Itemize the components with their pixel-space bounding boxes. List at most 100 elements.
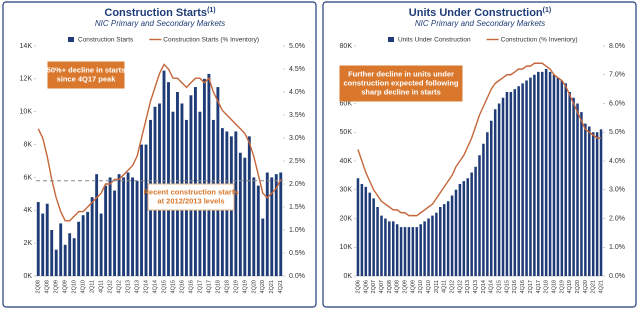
y2-tick-label: 0.5% xyxy=(289,250,305,257)
bar xyxy=(391,221,395,276)
x-tick-label: 2Q13 xyxy=(126,280,132,293)
annotation-text: Recent construction starts xyxy=(143,187,238,196)
bar xyxy=(54,249,58,276)
y-tick-label: 0K xyxy=(23,273,32,280)
x-tick-label: 4Q08 xyxy=(395,280,401,293)
x-tick-label: 2Q16 xyxy=(512,280,518,293)
y2-tick-label: 8.0% xyxy=(609,43,625,50)
x-tick-label: 2Q11 xyxy=(90,280,96,293)
bar xyxy=(140,144,143,276)
bar xyxy=(517,86,520,276)
x-tick-label: 2Q21 xyxy=(269,280,275,293)
bar xyxy=(376,207,379,276)
bar xyxy=(493,109,497,276)
bar xyxy=(411,227,415,276)
x-tick-label: 2Q08 xyxy=(387,280,393,293)
bar xyxy=(77,221,81,276)
bar xyxy=(439,207,442,276)
bar xyxy=(86,211,90,276)
title-note: (1) xyxy=(543,7,552,14)
bar xyxy=(126,172,130,276)
y2-tick-label: 4.0% xyxy=(609,158,625,165)
y-tick-label: 50K xyxy=(340,129,353,136)
x-tick-label: 2Q15 xyxy=(161,280,167,293)
y-tick-label: 0K xyxy=(343,273,352,280)
x-tick-label: 2Q21 xyxy=(591,280,597,293)
x-tick-label: 2Q10 xyxy=(72,280,78,293)
bar xyxy=(435,212,438,276)
x-tick-label: 4Q09 xyxy=(63,280,69,293)
x-tick-label: 2Q17 xyxy=(197,280,203,293)
bar xyxy=(474,166,477,276)
bar xyxy=(356,178,360,276)
y-tick-label: 4K xyxy=(23,207,32,214)
x-tick-label: 4Q13 xyxy=(473,280,479,293)
bar xyxy=(399,227,403,276)
y-tick-label: 20K xyxy=(340,215,353,222)
bar xyxy=(584,123,587,276)
x-tick-label: 4Q10 xyxy=(426,280,432,293)
x-tick-label: 2Q12 xyxy=(108,280,114,293)
bar xyxy=(113,190,117,276)
annotation-text: construction expected following xyxy=(343,78,458,87)
x-tick-label: 4Q07 xyxy=(379,280,385,293)
bar xyxy=(497,103,501,276)
bar xyxy=(564,83,568,276)
annotation-box xyxy=(339,65,463,102)
x-tick-label: 4Q13 xyxy=(134,280,140,293)
bar xyxy=(501,97,505,276)
bar xyxy=(446,201,450,276)
y-tick-label: 60K xyxy=(340,100,353,107)
annotation-box xyxy=(47,61,125,89)
x-tick-label: 4Q15 xyxy=(170,280,176,293)
x-tick-label: 4Q09 xyxy=(410,280,416,293)
bar xyxy=(90,197,94,276)
bar xyxy=(247,136,251,276)
x-tick-label: 4Q18 xyxy=(224,280,230,293)
legend-label: Construction (% Inventory) xyxy=(501,37,578,44)
bar xyxy=(131,177,134,276)
chart-subtitle: NIC Primary and Secondary Markets xyxy=(95,19,225,28)
x-tick-label: 4Q20 xyxy=(260,280,266,293)
bar xyxy=(360,184,364,276)
bar xyxy=(403,227,407,276)
y-tick-label: 6K xyxy=(23,174,32,181)
chart-subtitle: NIC Primary and Secondary Markets xyxy=(415,19,545,28)
bar xyxy=(466,178,469,276)
bar xyxy=(595,132,599,276)
bar xyxy=(59,223,63,276)
x-tick-label: 2Q12 xyxy=(450,280,456,293)
y2-tick-label: 2.0% xyxy=(609,215,625,222)
bar xyxy=(548,71,552,276)
bar xyxy=(556,77,560,276)
y2-tick-label: 1.5% xyxy=(289,204,305,211)
y2-tick-label: 3.5% xyxy=(289,112,305,119)
bar xyxy=(261,218,265,276)
bar xyxy=(454,189,458,276)
bar xyxy=(540,71,544,276)
bar xyxy=(513,89,517,276)
bar xyxy=(63,244,67,276)
bar xyxy=(68,233,72,276)
y2-tick-label: 0.0% xyxy=(609,273,625,280)
x-tick-label: 2Q10 xyxy=(418,280,424,293)
y2-tick-label: 3.0% xyxy=(609,187,625,194)
y2-tick-label: 4.0% xyxy=(289,89,305,96)
bar xyxy=(486,132,489,276)
bar xyxy=(490,120,493,276)
x-tick-label: 2Q18 xyxy=(215,280,221,293)
bar xyxy=(99,213,103,276)
bar xyxy=(279,172,283,276)
bar xyxy=(462,181,466,276)
x-tick-label: 4Q14 xyxy=(152,280,158,293)
bar xyxy=(568,92,571,276)
bar xyxy=(388,221,391,276)
x-tick-label: 2Q15 xyxy=(497,280,503,293)
bar xyxy=(372,198,375,276)
x-tick-label: 4Q15 xyxy=(504,280,510,293)
bar xyxy=(202,78,206,276)
y2-tick-label: 5.0% xyxy=(609,129,625,136)
y2-tick-label: 2.5% xyxy=(289,158,305,165)
x-tick-label: 2Q08 xyxy=(36,280,42,293)
